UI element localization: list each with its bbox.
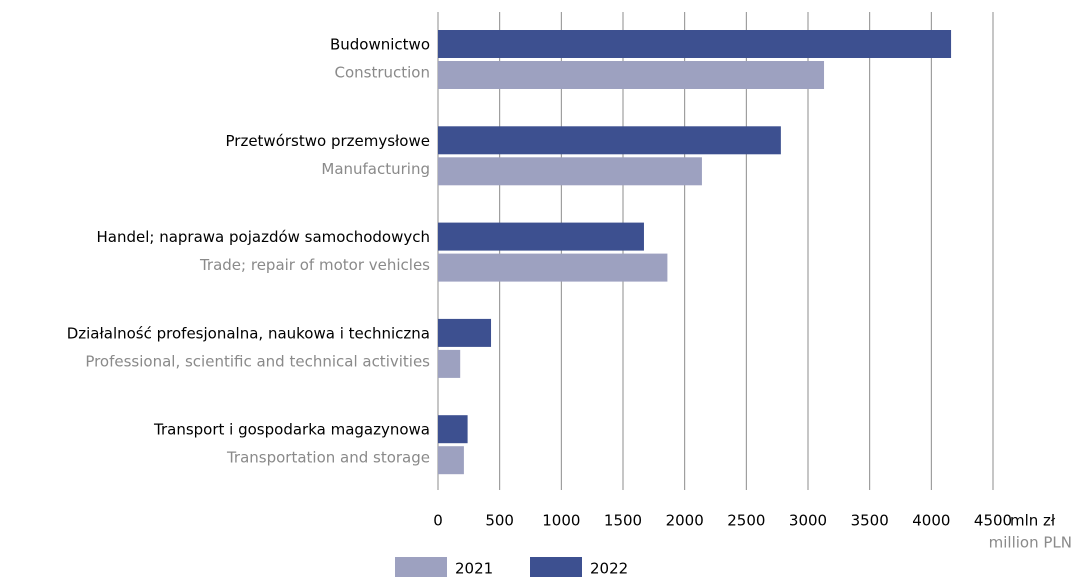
legend-swatch <box>395 557 447 577</box>
category-translation: Manufacturing <box>321 160 430 178</box>
category-label: Budownictwo <box>330 36 430 54</box>
x-tick-label: 2500 <box>727 512 765 530</box>
x-tick-label: 1000 <box>542 512 580 530</box>
bar <box>438 253 668 282</box>
x-axis-label: mln zł <box>1010 512 1056 530</box>
x-tick-label: 500 <box>485 512 514 530</box>
category-label: Handel; naprawa pojazdów samochodowych <box>96 228 430 246</box>
x-tick-label: 4500 <box>974 512 1012 530</box>
legend-swatch <box>530 557 582 577</box>
category-label: Przetwórstwo przemysłowe <box>226 132 431 150</box>
legend-label: 2021 <box>455 560 493 578</box>
bar <box>438 446 464 475</box>
x-tick-label: 1500 <box>604 512 642 530</box>
bar <box>438 415 468 444</box>
bar <box>438 318 492 347</box>
category-translation: Trade; repair of motor vehicles <box>199 256 430 274</box>
bar <box>438 126 781 155</box>
category-translation: Professional, scientific and technical a… <box>85 352 430 370</box>
x-tick-label: 3500 <box>851 512 889 530</box>
category-translation: Transportation and storage <box>226 449 430 467</box>
bar <box>438 61 825 89</box>
bar <box>438 349 461 378</box>
x-axis-label-translation: million PLN <box>989 534 1072 552</box>
x-tick-label: 2000 <box>666 512 704 530</box>
category-label: Transport i gospodarka magazynowa <box>153 421 430 439</box>
x-tick-label: 4000 <box>912 512 950 530</box>
category-translation: Construction <box>334 64 430 82</box>
legend-label: 2022 <box>590 560 628 578</box>
x-tick-label: 0 <box>433 512 443 530</box>
bar <box>438 157 702 186</box>
x-tick-label: 3000 <box>789 512 827 530</box>
bar <box>438 222 644 251</box>
bar <box>438 30 952 58</box>
category-label: Działalność profesjonalna, naukowa i tec… <box>67 324 430 342</box>
